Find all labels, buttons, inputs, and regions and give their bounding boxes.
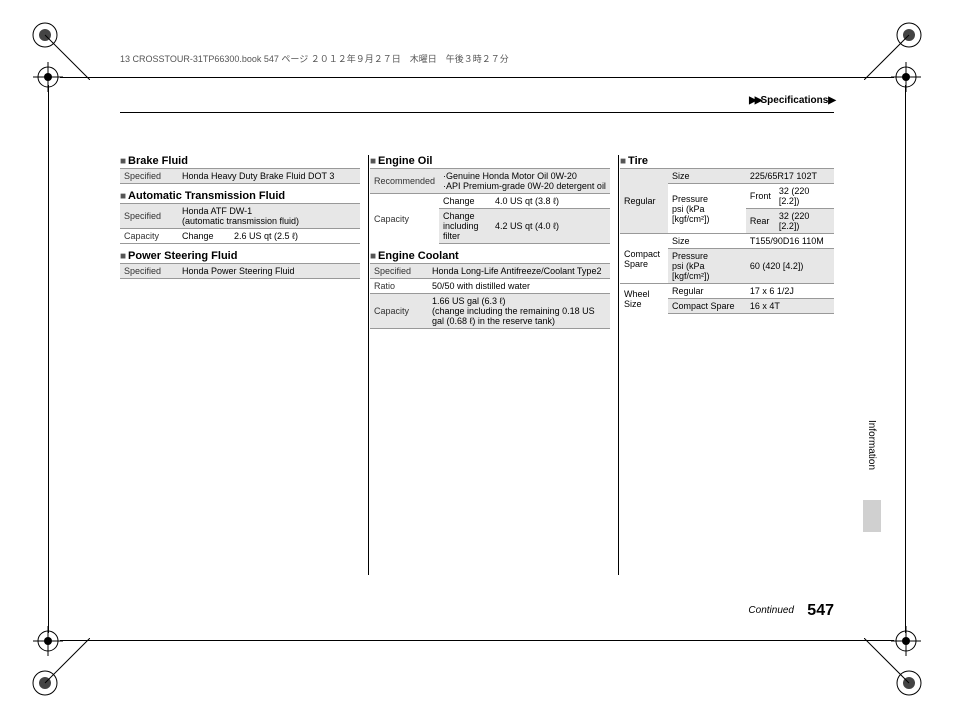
crosshair-icon: [891, 626, 921, 656]
breadcrumb: ▶▶Specifications▶: [749, 95, 834, 106]
crosshair-icon: [891, 62, 921, 92]
row-sub: Change including filter: [439, 209, 491, 244]
table-psf: SpecifiedHonda Power Steering Fluid: [120, 263, 360, 279]
content-columns: ■Brake Fluid SpecifiedHonda Heavy Duty B…: [120, 155, 834, 335]
page-number: 547: [807, 602, 834, 620]
row-value: Honda Long-Life Antifreeze/Coolant Type2: [428, 264, 610, 279]
row-value: 4.0 US qt (3.8 ℓ): [491, 194, 610, 209]
cell-sub: Front: [746, 184, 775, 209]
cell-sub: Rear: [746, 209, 775, 234]
crop-line: [905, 85, 906, 633]
row-label: Compact Spare: [620, 234, 668, 284]
row-label: Capacity: [370, 294, 428, 329]
breadcrumb-arrow-icon: ▶: [828, 95, 834, 106]
side-tab-label: Information: [866, 420, 877, 470]
section-title-tire: ■Tire: [620, 155, 834, 167]
row-sub: Change: [439, 194, 491, 209]
column-divider: [618, 155, 619, 575]
row-value: ·Genuine Honda Motor Oil 0W-20 ·API Prem…: [439, 169, 610, 194]
cell-value: 225/65R17 102T: [746, 169, 834, 184]
row-label: Capacity: [120, 229, 178, 244]
row-value: Honda Power Steering Fluid: [178, 264, 360, 279]
cell-value: 16 x 4T: [746, 299, 834, 314]
table-tire: Regular Size225/65R17 102T Pressure psi …: [620, 168, 834, 314]
row-label: Recommended: [370, 169, 439, 194]
row-label: Capacity: [370, 194, 439, 244]
column-3: ■Tire Regular Size225/65R17 102T Pressur…: [620, 155, 834, 335]
column-2: ■Engine Oil Recommended·Genuine Honda Mo…: [370, 155, 610, 335]
cell-label: Pressure psi (kPa [kgf/cm²]): [668, 184, 746, 234]
cell-label: Size: [668, 169, 746, 184]
row-value: Honda ATF DW-1 (automatic transmission f…: [178, 204, 360, 229]
section-title-coolant: ■Engine Coolant: [370, 250, 610, 262]
breadcrumb-arrow-icon: ▶▶: [749, 95, 760, 106]
row-value: Honda Heavy Duty Brake Fluid DOT 3: [178, 169, 360, 184]
column-divider: [368, 155, 369, 575]
side-tab-block: [863, 500, 881, 532]
breadcrumb-label: Specifications: [760, 95, 828, 106]
cell-sub: Regular: [668, 284, 746, 299]
cell-value: 32 (220 [2.2]): [775, 209, 834, 234]
section-title-brake: ■Brake Fluid: [120, 155, 360, 167]
table-oil: Recommended·Genuine Honda Motor Oil 0W-2…: [370, 168, 610, 244]
row-value: 50/50 with distilled water: [428, 279, 610, 294]
cell-value: T155/90D16 110M: [746, 234, 834, 249]
table-atf: SpecifiedHonda ATF DW-1 (automatic trans…: [120, 203, 360, 244]
crop-line: [60, 77, 894, 78]
row-label: Wheel Size: [620, 284, 668, 314]
row-label: Regular: [620, 169, 668, 234]
row-value: 1.66 US gal (6.3 ℓ) (change including th…: [428, 294, 610, 329]
row-label: Specified: [370, 264, 428, 279]
cell-label: Size: [668, 234, 746, 249]
crop-line: [48, 85, 49, 633]
row-label: Ratio: [370, 279, 428, 294]
cell-value: 17 x 6 1/2J: [746, 284, 834, 299]
cell-value: 32 (220 [2.2]): [775, 184, 834, 209]
table-coolant: SpecifiedHonda Long-Life Antifreeze/Cool…: [370, 263, 610, 329]
table-brake: SpecifiedHonda Heavy Duty Brake Fluid DO…: [120, 168, 360, 184]
row-value: 4.2 US qt (4.0 ℓ): [491, 209, 610, 244]
section-title-atf: ■Automatic Transmission Fluid: [120, 190, 360, 202]
doc-header: 13 CROSSTOUR-31TP66300.book 547 ページ ２０１２…: [120, 52, 509, 65]
row-label: Specified: [120, 204, 178, 229]
cell-value: 60 (420 [4.2]): [746, 249, 834, 284]
section-title-psf: ■Power Steering Fluid: [120, 250, 360, 262]
row-label: Specified: [120, 169, 178, 184]
crop-line: [60, 640, 894, 641]
row-sub: Change: [178, 229, 230, 244]
cell-label: Pressure psi (kPa [kgf/cm²]): [668, 249, 746, 284]
row-value: 2.6 US qt (2.5 ℓ): [230, 229, 360, 244]
column-1: ■Brake Fluid SpecifiedHonda Heavy Duty B…: [120, 155, 360, 335]
row-label: Specified: [120, 264, 178, 279]
section-title-oil: ■Engine Oil: [370, 155, 610, 167]
header-rule: [120, 112, 834, 113]
cell-sub: Compact Spare: [668, 299, 746, 314]
continued-label: Continued: [748, 605, 794, 616]
